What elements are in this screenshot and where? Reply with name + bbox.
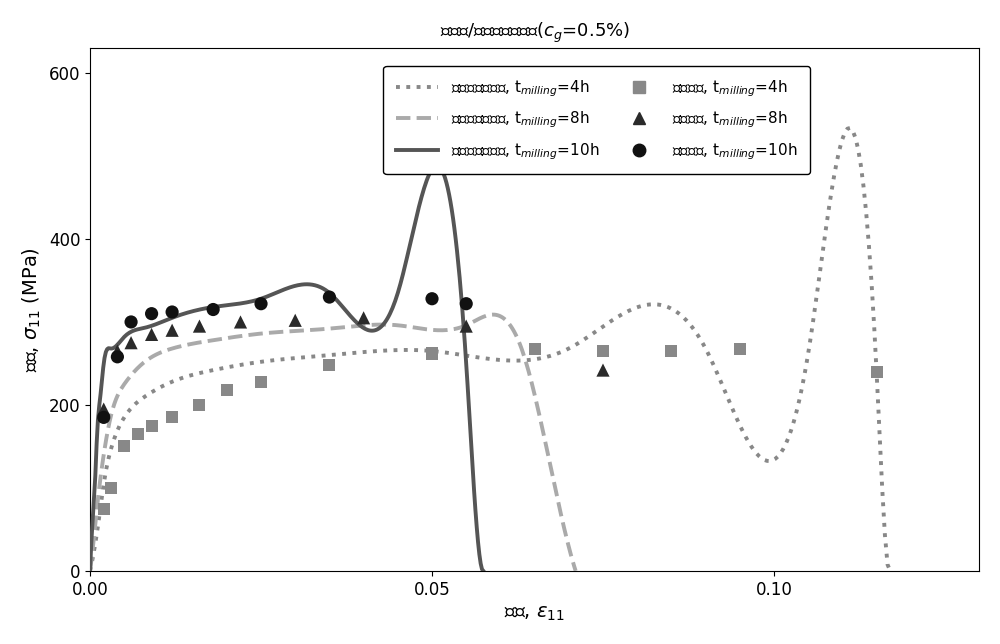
Point <box>424 348 440 359</box>
Point <box>130 429 146 439</box>
Point <box>96 404 112 414</box>
Point <box>116 441 132 451</box>
Point <box>458 321 474 331</box>
Y-axis label: 应力, $\sigma_{11}$ (MPa): 应力, $\sigma_{11}$ (MPa) <box>21 247 43 372</box>
Point <box>424 294 440 304</box>
Point <box>123 337 139 348</box>
Point <box>869 366 885 377</box>
Point <box>356 313 372 323</box>
Point <box>287 315 303 325</box>
Point <box>103 483 119 493</box>
Point <box>205 305 221 315</box>
Point <box>191 321 207 331</box>
Point <box>96 504 112 514</box>
Point <box>458 299 474 309</box>
Point <box>253 377 269 387</box>
Point <box>144 329 160 339</box>
Point <box>109 346 125 356</box>
Legend: 本发明预测模型, t$_{milling}$=4h, 本发明预测模型, t$_{milling}$=8h, 本发明预测模型, t$_{milling}$=10h: 本发明预测模型, t$_{milling}$=4h, 本发明预测模型, t$_{… <box>383 66 810 174</box>
Point <box>164 307 180 317</box>
Point <box>527 343 543 354</box>
Point <box>233 317 249 327</box>
Point <box>595 346 611 356</box>
Point <box>144 421 160 431</box>
Point <box>96 412 112 422</box>
Point <box>164 325 180 336</box>
Point <box>123 317 139 327</box>
Point <box>321 292 337 302</box>
Point <box>164 412 180 422</box>
X-axis label: 应变, $\epsilon_{11}$: 应变, $\epsilon_{11}$ <box>504 604 565 623</box>
Point <box>191 400 207 410</box>
Point <box>321 360 337 370</box>
Point <box>219 385 235 395</box>
Point <box>595 365 611 375</box>
Point <box>253 299 269 309</box>
Title: 石墨烯/铝纳米复合材料($c_g$=0.5%): 石墨烯/铝纳米复合材料($c_g$=0.5%) <box>440 21 630 45</box>
Point <box>109 352 125 362</box>
Point <box>663 346 679 356</box>
Point <box>732 343 748 354</box>
Point <box>144 308 160 319</box>
